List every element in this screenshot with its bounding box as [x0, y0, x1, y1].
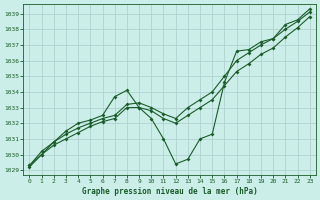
- X-axis label: Graphe pression niveau de la mer (hPa): Graphe pression niveau de la mer (hPa): [82, 187, 258, 196]
